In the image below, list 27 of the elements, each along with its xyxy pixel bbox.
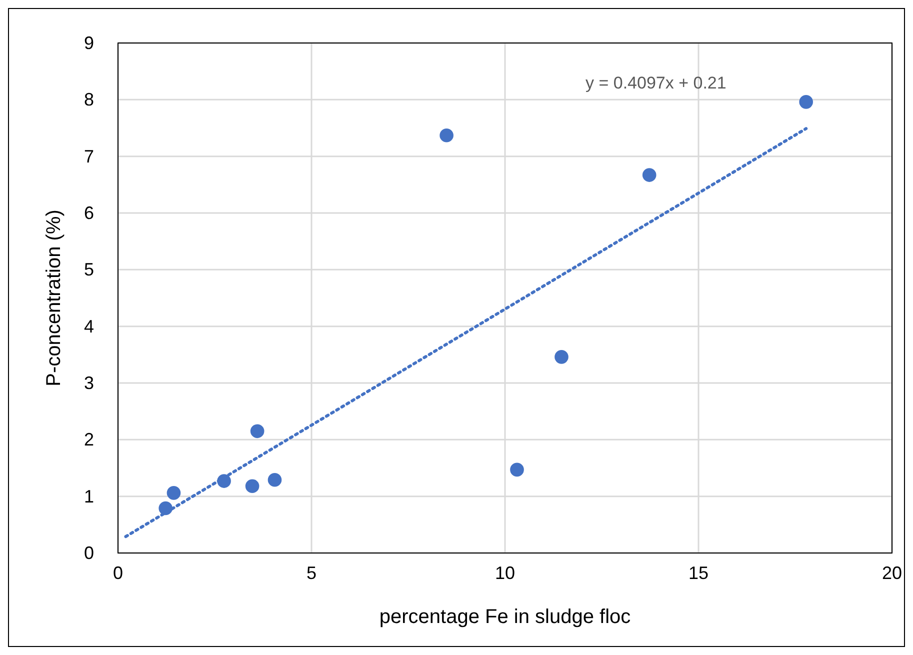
x-tick-label: 0 bbox=[112, 563, 124, 583]
x-tick-label: 15 bbox=[688, 563, 709, 583]
y-tick-label: 7 bbox=[84, 146, 94, 166]
y-tick-label: 2 bbox=[84, 430, 94, 450]
point bbox=[554, 350, 568, 364]
y-tick-label: 4 bbox=[84, 316, 94, 336]
point bbox=[799, 95, 813, 109]
x-axis-title: percentage Fe in sludge floc bbox=[379, 606, 631, 628]
y-tick-label: 1 bbox=[84, 486, 94, 506]
x-tick-label: 20 bbox=[882, 563, 902, 583]
y-tick-label: 3 bbox=[84, 373, 94, 393]
y-tick-label: 9 bbox=[84, 33, 94, 53]
y-axis-title: P-concentration (%) bbox=[43, 210, 65, 386]
annotation: y = 0.4097x + 0.21 bbox=[586, 74, 726, 93]
y-tick-label: 0 bbox=[84, 543, 94, 563]
point bbox=[440, 128, 454, 142]
point bbox=[245, 479, 260, 494]
point bbox=[268, 473, 282, 487]
point bbox=[250, 424, 264, 438]
y-tick-label: 6 bbox=[84, 203, 94, 223]
point bbox=[510, 462, 524, 477]
y-tick-label: 8 bbox=[84, 90, 94, 110]
x-tick-label: 5 bbox=[306, 563, 317, 583]
x-tick-label: 10 bbox=[494, 563, 516, 583]
y-tick-label: 5 bbox=[84, 260, 94, 280]
point bbox=[642, 168, 656, 182]
point bbox=[166, 486, 181, 500]
